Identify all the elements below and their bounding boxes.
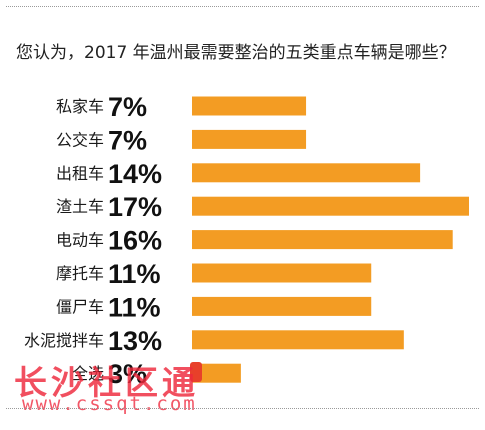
category-label: 电动车 (56, 231, 104, 250)
value-label: 17% (108, 192, 162, 222)
bar (192, 363, 241, 383)
value-label: 11% (108, 292, 161, 322)
bar (192, 96, 307, 116)
category-label: 出租车 (56, 164, 104, 183)
top-dotted-rule (6, 6, 479, 7)
bar (192, 263, 372, 283)
watermark-mark (190, 362, 202, 382)
category-label: 全选 (72, 364, 104, 383)
bar (192, 296, 372, 316)
category-label: 公交车 (56, 130, 104, 149)
bottom-dotted-rule (6, 408, 479, 409)
value-label: 11% (108, 259, 161, 289)
bar (192, 230, 453, 250)
value-label: 13% (108, 326, 162, 356)
watermark-text: 长沙社区通 (14, 363, 199, 402)
value-label: 3% (108, 359, 147, 389)
value-label: 7% (108, 92, 147, 122)
bar (192, 163, 421, 183)
category-label: 私家车 (56, 97, 104, 116)
category-label: 僵尸车 (56, 297, 104, 316)
chart-title: 您认为，2017 年温州最需要整治的五类重点车辆是哪些？ (16, 43, 456, 63)
value-label: 16% (108, 226, 162, 256)
watermark-url: www.cssqt.com (22, 393, 197, 415)
category-label: 渣土车 (56, 197, 104, 216)
category-label: 摩托车 (56, 264, 104, 283)
bar (192, 196, 469, 216)
value-label: 7% (108, 125, 147, 155)
value-label: 14% (108, 159, 162, 189)
category-label: 水泥搅拌车 (24, 331, 104, 350)
bar (192, 129, 307, 149)
bar (192, 330, 404, 350)
